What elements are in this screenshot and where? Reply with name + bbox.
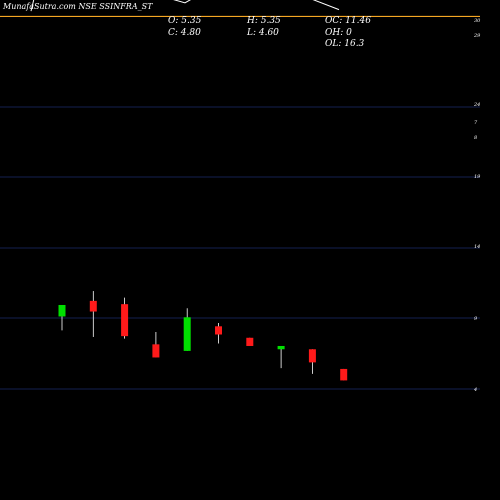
oc-value: OC: 11.46 — [325, 16, 371, 26]
oh-value: OH: 0 — [325, 28, 352, 38]
y-tick-6: 14 — [474, 244, 480, 250]
candle-body-7 — [277, 345, 285, 350]
y-tick-8: 4 — [473, 387, 477, 393]
grid-lines — [0, 106, 480, 390]
y-tick-4: 8 — [474, 135, 477, 141]
y-tick-5: 19 — [474, 174, 481, 180]
high-value: H: 5.35 — [247, 16, 281, 26]
y-tick-2: 24 — [473, 102, 480, 108]
support-bands — [0, 15, 480, 17]
candle-body-4 — [183, 317, 191, 351]
open-value: O: 5.35 — [168, 16, 202, 26]
y-tick-3: 7 — [474, 120, 478, 126]
y-axis-ticks: 30 29 24 7 8 19 14 9 4 — [473, 18, 481, 393]
ol-value: OL: 16.3 — [325, 39, 365, 49]
candle-body-6 — [246, 337, 254, 346]
candle-body-1 — [89, 300, 97, 312]
candle-body-3 — [152, 344, 160, 358]
candle-body-0 — [58, 304, 66, 317]
y-tick-0: 30 — [474, 18, 481, 24]
y-tick-1: 29 — [473, 33, 481, 39]
candlesticks — [58, 291, 348, 381]
y-tick-7: 9 — [474, 316, 478, 322]
price-polyline — [30, 0, 340, 12]
candle-body-5 — [215, 326, 222, 335]
candle-body-2 — [121, 304, 129, 337]
candle-body-8 — [308, 349, 316, 363]
close-value: C: 4.80 — [168, 28, 201, 38]
price-line — [30, 0, 340, 12]
chart-title: MunafaSutra.com NSE SSINFRA_ST — [3, 2, 153, 11]
low-value: L: 4.60 — [247, 28, 279, 38]
candle-body-9 — [340, 368, 348, 381]
